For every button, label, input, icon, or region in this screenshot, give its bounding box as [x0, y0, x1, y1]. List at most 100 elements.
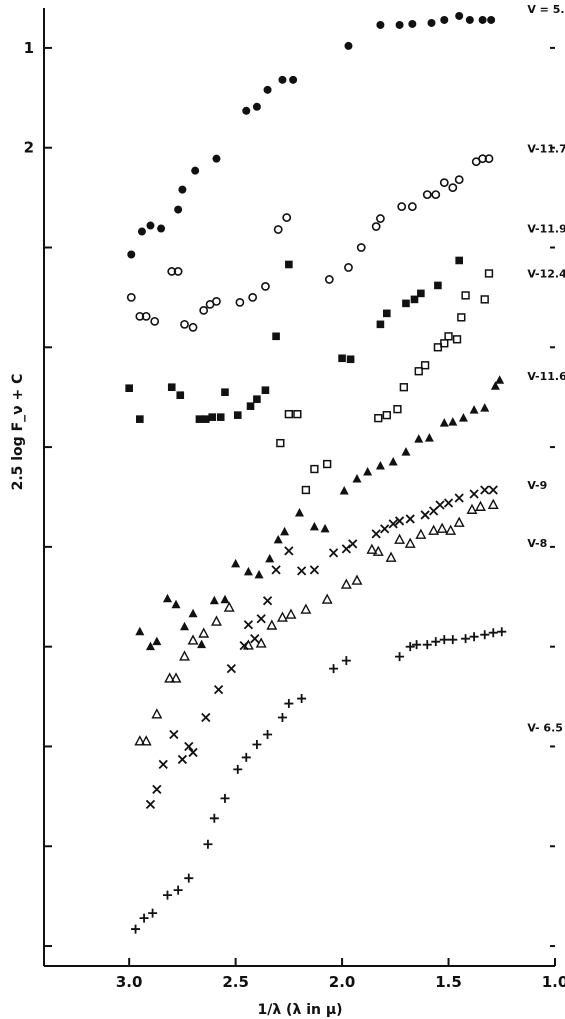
data-point — [184, 741, 194, 752]
data-point — [380, 524, 390, 534]
data-point — [239, 641, 249, 651]
data-point — [439, 635, 449, 645]
data-point — [310, 464, 319, 474]
x-tick-label: 2.0 — [329, 973, 356, 991]
data-point — [241, 752, 251, 762]
data-point — [407, 202, 417, 211]
data-point — [402, 299, 410, 308]
data-point — [366, 543, 378, 554]
data-point — [127, 250, 136, 259]
data-point — [341, 544, 351, 554]
x-tick-label: 3.0 — [116, 973, 143, 991]
series-label: V-8 — [527, 537, 547, 550]
series-label: V-9 — [527, 479, 547, 492]
data-point — [169, 729, 179, 740]
data-point — [252, 102, 261, 111]
data-point — [195, 415, 204, 423]
data-point — [180, 319, 189, 329]
data-point — [203, 839, 213, 849]
data-point — [371, 222, 381, 231]
data-point — [170, 672, 182, 683]
x-tick-label: 2.5 — [222, 973, 249, 991]
data-point — [466, 503, 478, 514]
data-point — [376, 20, 385, 29]
data-point — [475, 500, 486, 511]
data-point — [285, 608, 297, 619]
data-point — [414, 367, 423, 376]
data-point — [300, 603, 312, 614]
data-point — [427, 18, 436, 27]
data-point — [178, 185, 187, 194]
data-point — [329, 664, 339, 674]
data-point — [344, 263, 353, 272]
y-tick-label: 2 — [24, 139, 34, 157]
x-tick-label: 1.0 — [542, 973, 565, 991]
data-point — [280, 526, 290, 536]
data-point-group — [125, 11, 507, 934]
data-point — [198, 627, 210, 638]
tick-label-group: 3.0 2.5 2.0 1.5 1.0 1 2 — [24, 39, 565, 991]
data-point — [199, 305, 209, 315]
data-point — [424, 433, 434, 442]
data-point — [448, 417, 458, 426]
data-point — [126, 292, 136, 302]
data-point — [150, 316, 160, 326]
data-point — [443, 498, 454, 508]
data-point — [141, 311, 151, 321]
data-point — [146, 221, 155, 230]
data-point — [233, 411, 242, 419]
data-point — [445, 524, 457, 535]
data-point — [173, 885, 183, 895]
data-point — [478, 154, 488, 164]
data-point — [469, 405, 479, 414]
data-point — [162, 593, 172, 603]
data-point — [388, 457, 398, 466]
tick-group — [44, 46, 556, 966]
data-point — [461, 634, 471, 644]
data-point — [180, 621, 190, 631]
data-point — [174, 205, 183, 214]
data-point — [448, 183, 458, 193]
series-label: V- 6.5 — [527, 721, 563, 734]
data-point — [210, 615, 222, 626]
data-point — [164, 672, 176, 683]
data-point — [382, 411, 391, 420]
data-point — [226, 663, 237, 674]
data-point — [431, 637, 441, 647]
data-point — [410, 295, 419, 304]
data-point — [404, 537, 416, 548]
data-point — [465, 15, 474, 24]
data-point — [216, 413, 225, 421]
data-point — [252, 739, 262, 749]
data-point — [340, 578, 352, 589]
data-point — [395, 20, 404, 29]
y-tick-label: 1 — [24, 39, 34, 57]
data-point — [235, 297, 245, 307]
data-point — [262, 596, 273, 606]
data-point — [158, 759, 168, 770]
data-point — [277, 611, 288, 622]
data-point — [289, 75, 298, 84]
data-point — [263, 85, 272, 94]
data-point — [277, 713, 287, 723]
data-point — [458, 413, 468, 422]
data-point — [487, 498, 499, 509]
data-point — [401, 447, 411, 456]
data-point — [284, 546, 294, 556]
data-point — [455, 256, 463, 265]
data-point — [212, 296, 221, 306]
data-point — [395, 652, 405, 662]
data-point — [243, 620, 254, 630]
data-point — [454, 493, 464, 503]
data-point — [495, 375, 505, 384]
data-point — [488, 628, 498, 638]
data-point — [271, 565, 281, 575]
data-point — [173, 267, 183, 276]
data-point — [448, 635, 458, 645]
data-point — [461, 291, 470, 300]
data-point — [242, 106, 251, 115]
data-point — [431, 190, 441, 200]
data-point — [374, 413, 383, 423]
data-point — [209, 595, 219, 605]
data-point — [376, 214, 385, 223]
